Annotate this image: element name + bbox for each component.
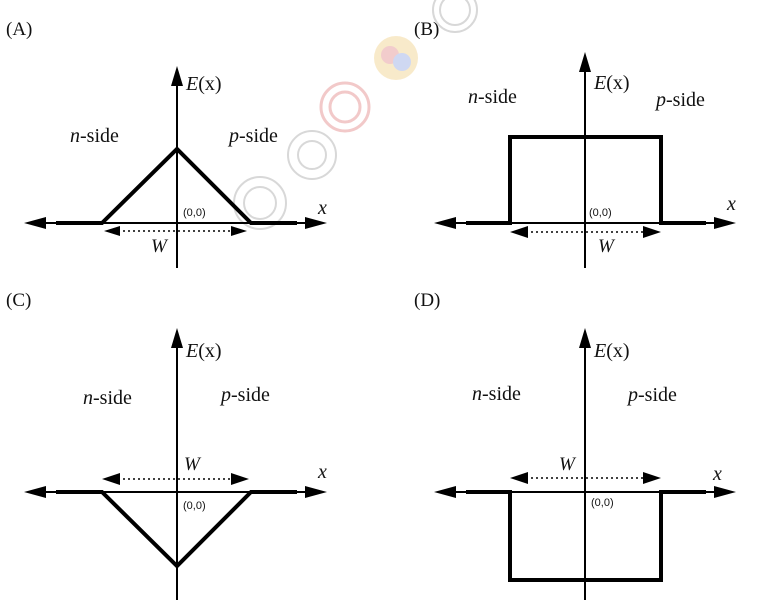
- panel-b-x-axis-right-arrowhead: [714, 217, 736, 229]
- panel-a-width-left-arrowhead: [104, 226, 120, 236]
- panel-d-y-axis-arrowhead: [579, 328, 591, 348]
- panel-b: (B) n-side p-side E(x) x (0,0) W: [414, 19, 736, 268]
- panel-a-x-axis-right-arrowhead: [305, 217, 327, 229]
- panel-d-field-profile: [466, 490, 706, 582]
- panel-a-label: (A): [6, 19, 32, 40]
- panel-d-width-right-arrowhead: [643, 472, 661, 484]
- panel-c: (C) n-side p-side E(x) x (0,0) W: [6, 290, 327, 600]
- panel-d: (D) n-side p-side E(x) x (0,0) W: [414, 290, 736, 600]
- panel-c-y-axis-arrowhead: [171, 328, 183, 348]
- panel-c-x-axis-left-arrowhead: [24, 486, 46, 498]
- panel-b-label: (B): [414, 19, 439, 40]
- panel-b-x-axis-label: x: [726, 193, 736, 215]
- panel-c-width-left-arrowhead: [102, 473, 120, 485]
- panel-b-n-side-label: n-side: [468, 86, 517, 108]
- panel-a-width-label: W: [151, 236, 169, 257]
- panel-a-origin-label: (0,0): [183, 207, 206, 219]
- panel-d-x-axis-label: x: [712, 463, 722, 485]
- panel-c-p-side-label: p-side: [219, 384, 270, 406]
- panel-c-y-axis-label: E(x): [185, 340, 222, 362]
- panel-d-label: (D): [414, 290, 440, 311]
- panel-c-n-side-label: n-side: [83, 387, 132, 409]
- panel-c-x-axis-label: x: [317, 461, 327, 483]
- panel-b-width-left-arrowhead: [510, 226, 528, 238]
- panel-b-y-axis-arrowhead: [579, 52, 591, 72]
- panel-b-width-right-arrowhead: [643, 226, 661, 238]
- panel-b-x-axis-left-arrowhead: [434, 217, 456, 229]
- panel-b-field-profile: [466, 135, 706, 225]
- panel-a-y-axis-arrowhead: [171, 66, 183, 86]
- panel-d-y-axis-label: E(x): [593, 340, 630, 362]
- panel-a-p-side-label: p-side: [227, 125, 278, 147]
- panel-a-width-right-arrowhead: [231, 226, 247, 236]
- panel-c-origin-label: (0,0): [183, 500, 206, 512]
- panel-d-width-label: W: [559, 454, 577, 475]
- panel-d-width-left-arrowhead: [510, 472, 528, 484]
- panel-c-width-label: W: [184, 454, 202, 475]
- watermark-seals: [233, 0, 478, 230]
- panel-a: (A) n-side p-side E(x) x (0,0) W: [6, 19, 327, 268]
- panel-a-n-side-label: n-side: [70, 125, 119, 147]
- panel-c-width-right-arrowhead: [231, 473, 249, 485]
- panel-b-y-axis-label: E(x): [593, 72, 630, 94]
- panel-d-origin-label: (0,0): [591, 497, 614, 509]
- panel-c-field-profile: [56, 490, 297, 569]
- panel-b-p-side-label: p-side: [654, 89, 705, 111]
- panel-d-x-axis-left-arrowhead: [434, 486, 456, 498]
- panel-d-n-side-label: n-side: [472, 383, 521, 405]
- panel-c-label: (C): [6, 290, 31, 311]
- panel-d-p-side-label: p-side: [626, 384, 677, 406]
- panel-a-field-profile: [56, 146, 297, 225]
- panel-d-x-axis-right-arrowhead: [714, 486, 736, 498]
- panel-b-width-label: W: [598, 236, 616, 257]
- panel-c-x-axis-right-arrowhead: [305, 486, 327, 498]
- panel-b-origin-label: (0,0): [589, 207, 612, 219]
- panel-a-x-axis-label: x: [317, 197, 327, 219]
- panel-a-y-axis-label: E(x): [185, 73, 222, 95]
- panel-a-x-axis-left-arrowhead: [24, 217, 46, 229]
